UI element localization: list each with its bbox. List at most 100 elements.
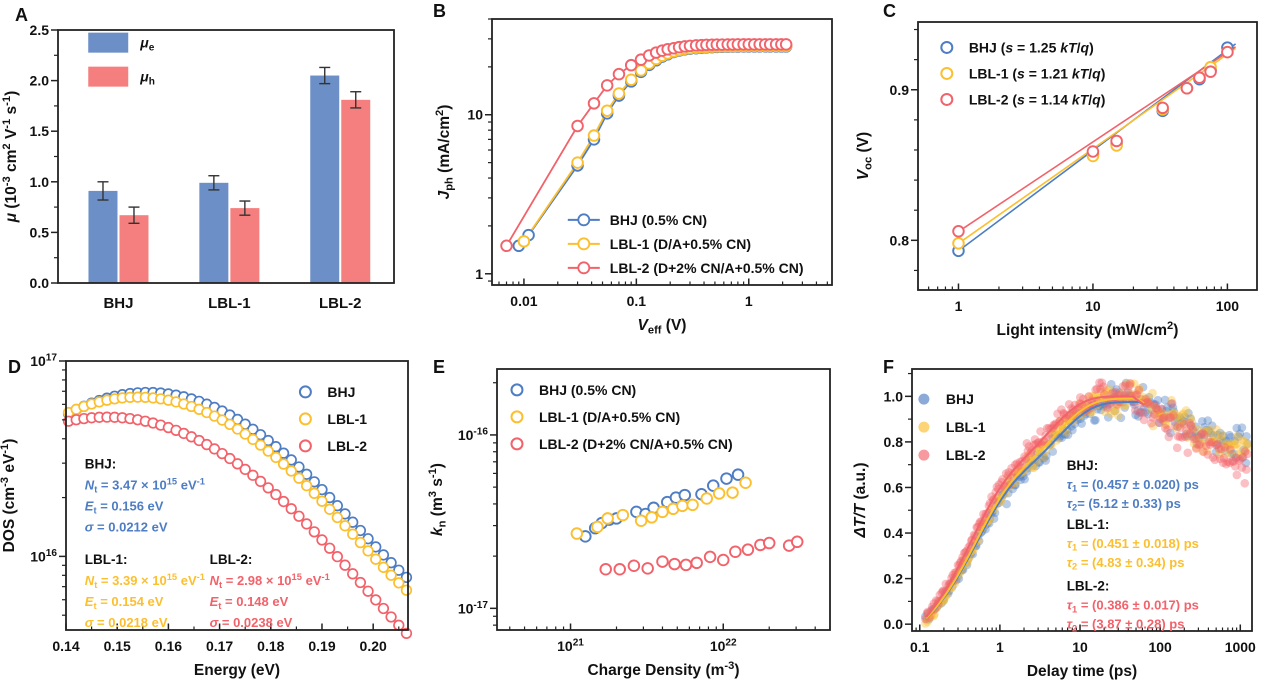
svg-text:1: 1 [996,639,1004,655]
panel-label-e: E [433,357,446,377]
svg-text:0.18: 0.18 [257,638,284,654]
svg-text:10-16: 10-16 [458,427,489,443]
svg-text:1022: 1022 [710,638,737,654]
panel-e-recombination-plot: E 1021 1022 10-17 10-16 BHJ (0.5% CN) LBL-1 (… [424,349,851,698]
dos-energy-plot: 0.14 0.15 0.16 0.17 0.18 0.19 0.20 1016 1017 BHJ L… [0,353,413,679]
svg-text:τ1 = (0.457 ± 0.020) ps: τ1 = (0.457 ± 0.020) ps [1067,477,1199,494]
svg-text:Et = 0.156 eV: Et = 0.156 eV [85,499,164,516]
svg-text:0.1: 0.1 [627,293,647,309]
svg-text:μh: μh [139,69,155,88]
svg-text:σ = 0.0238 eV: σ = 0.0238 eV [210,615,293,630]
svg-text:1000: 1000 [1225,639,1256,655]
svg-text:0.19: 0.19 [308,638,335,654]
svg-text:0.6: 0.6 [884,479,904,495]
svg-text:0.01: 0.01 [510,293,537,309]
svg-text:LBL-1: LBL-1 [327,411,367,427]
svg-text:1.0: 1.0 [884,388,904,404]
svg-text:0.14: 0.14 [52,638,79,654]
svg-text:BHJ (0.5% CN): BHJ (0.5% CN) [610,212,707,228]
svg-text:2.5: 2.5 [30,22,50,38]
svg-text:Et = 0.154 eV: Et = 0.154 eV [85,594,164,611]
svg-text:0.15: 0.15 [104,638,131,654]
svg-text:LBL-1: LBL-1 [208,295,251,312]
svg-text:0.2: 0.2 [884,571,904,587]
svg-text:LBL-2 (D+2% CN/A+0.5% CN): LBL-2 (D+2% CN/A+0.5% CN) [610,260,804,276]
svg-text:LBL-1 (D/A+0.5% CN): LBL-1 (D/A+0.5% CN) [610,236,751,252]
svg-text:0.16: 0.16 [155,638,182,654]
svg-text:Nt = 3.47 × 1015 eV-1: Nt = 3.47 × 1015 eV-1 [85,477,205,495]
svg-text:1: 1 [745,293,753,309]
svg-text:Voc (V): Voc (V) [855,132,874,180]
svg-text:LBL-2 (D+2% CN/A+0.5% CN): LBL-2 (D+2% CN/A+0.5% CN) [539,436,733,452]
svg-text:Delay time (ps): Delay time (ps) [1027,663,1137,680]
svg-text:1021: 1021 [557,638,584,654]
svg-text:BHJ (s = 1.25 kT/q): BHJ (s = 1.25 kT/q) [969,39,1094,55]
svg-text:Veff (V): Veff (V) [638,317,687,336]
voc-light-intensity-plot: 1 10 100 0.8 0.9 BHJ (s = 1.25 kT/q) LBL-1 (s … [855,21,1258,339]
svg-text:μe: μe [139,35,154,54]
svg-text:LBL-2:: LBL-2: [210,552,253,567]
svg-text:DOS (cm-3 eV-1): DOS (cm-3 eV-1) [0,439,18,553]
svg-text:LBL-2: LBL-2 [319,295,362,312]
svg-text:100: 100 [1216,298,1240,314]
svg-text:10: 10 [467,107,483,123]
svg-text:LBL-2: LBL-2 [946,447,986,463]
svg-text:LBL-1 (s = 1.21 kT/q): LBL-1 (s = 1.21 kT/q) [969,65,1106,81]
svg-text:BHJ:: BHJ: [1067,458,1099,473]
svg-text:100: 100 [1148,639,1172,655]
svg-text:BHJ (0.5% CN): BHJ (0.5% CN) [539,382,636,398]
svg-text:LBL-1: LBL-1 [946,419,986,435]
svg-text:μ (10-3 cm2 V-1 s-1): μ (10-3 cm2 V-1 s-1) [1,91,20,224]
svg-text:0.9: 0.9 [890,82,910,98]
svg-text:1016: 1016 [30,548,57,564]
svg-text:τ2 = (3.87 ± 0.28) ps: τ2 = (3.87 ± 0.28) ps [1067,616,1185,633]
svg-text:0.0: 0.0 [884,616,904,632]
panel-label-f: F [883,357,894,377]
svg-text:Energy (eV): Energy (eV) [194,662,280,679]
svg-text:0.17: 0.17 [206,638,233,654]
svg-text:Nt = 2.98 × 1015 eV-1: Nt = 2.98 × 1015 eV-1 [210,572,330,590]
jph-veff-plot: 0.01 0.1 1 1 10 BHJ (0.5% CN) LBL-1 (D/A+0.5% … [434,18,833,336]
svg-text:1: 1 [955,298,963,314]
ta-kinetics-plot: 0.1 1 10 100 1000 0.0 0.2 0.4 0.6 0.8 1.0 BHJ LBL-1 L… [852,368,1256,680]
svg-text:0.0: 0.0 [30,275,50,291]
svg-text:Jph (mA/cm2): Jph (mA/cm2) [434,105,455,200]
svg-text:10: 10 [1072,639,1088,655]
svg-text:0.8: 0.8 [884,434,904,450]
panel-f-transient-absorption-plot: F 0.1 1 10 100 1000 0.0 0.2 0.4 0.6 0.8 1.0 BHJ LBL-… [851,349,1270,698]
svg-text:0.20: 0.20 [360,638,387,654]
svg-text:BHJ: BHJ [327,384,355,400]
svg-text:LBL-2 (s = 1.14 kT/q): LBL-2 (s = 1.14 kT/q) [969,91,1106,107]
svg-text:BHJ: BHJ [103,295,133,312]
panel-a-mobility-bar-chart: A BHJ LBL-1 LBL-2 0.0 0.5 1.0 1.5 2.0 2.5 μe μh μ (… [0,0,424,349]
svg-text:LBL-1:: LBL-1: [1067,517,1110,532]
panel-label-b: B [433,1,446,21]
svg-text:σ = 0.0212 eV: σ = 0.0212 eV [85,520,168,535]
svg-text:1.0: 1.0 [30,174,50,190]
svg-text:2.0: 2.0 [30,73,50,89]
panel-label-c: C [883,1,896,21]
panel-b-photocurrent-plot: B 0.01 0.1 1 1 10 BHJ (0.5% CN) LBL-1 (D/A+0.5… [424,0,851,349]
svg-text:1017: 1017 [30,353,57,369]
svg-text:LBL-2: LBL-2 [327,438,367,454]
svg-text:LBL-1 (D/A+0.5% CN): LBL-1 (D/A+0.5% CN) [539,409,680,425]
svg-text:Light intensity (mW/cm2): Light intensity (mW/cm2) [997,320,1179,339]
panel-c-voc-light-intensity-plot: C 1 10 100 0.8 0.9 BHJ (s = 1.25 kT/q) LBL-1 (… [851,0,1270,349]
svg-text:10: 10 [1085,298,1101,314]
svg-text:LBL-2:: LBL-2: [1067,578,1110,593]
svg-text:LBL-1:: LBL-1: [85,552,128,567]
svg-text:0.5: 0.5 [30,224,50,240]
svg-text:0.4: 0.4 [884,525,904,541]
svg-text:σ = 0.0218 eV: σ = 0.0218 eV [85,615,168,630]
svg-text:kn (m3 s-1): kn (m3 s-1) [427,463,448,536]
mobility-bar-chart: BHJ LBL-1 LBL-2 0.0 0.5 1.0 1.5 2.0 2.5 μe μh μ (10… [1,22,395,312]
svg-text:Nt = 3.39 × 1015 eV-1: Nt = 3.39 × 1015 eV-1 [85,572,205,590]
svg-text:τ2= (5.12 ± 0.33) ps: τ2= (5.12 ± 0.33) ps [1067,496,1181,513]
panel-d-dos-energy-plot: D 0.14 0.15 0.16 0.17 0.18 0.19 0.20 1016 1017 BH… [0,349,424,698]
svg-text:τ1 = (0.451 ± 0.018) ps: τ1 = (0.451 ± 0.018) ps [1067,536,1199,553]
svg-text:BHJ:: BHJ: [85,457,117,472]
svg-text:1: 1 [475,266,483,282]
kn-charge-density-plot: 1021 1022 10-17 10-16 BHJ (0.5% CN) LBL-1 (D/… [427,368,831,679]
svg-text:10-17: 10-17 [458,600,489,616]
